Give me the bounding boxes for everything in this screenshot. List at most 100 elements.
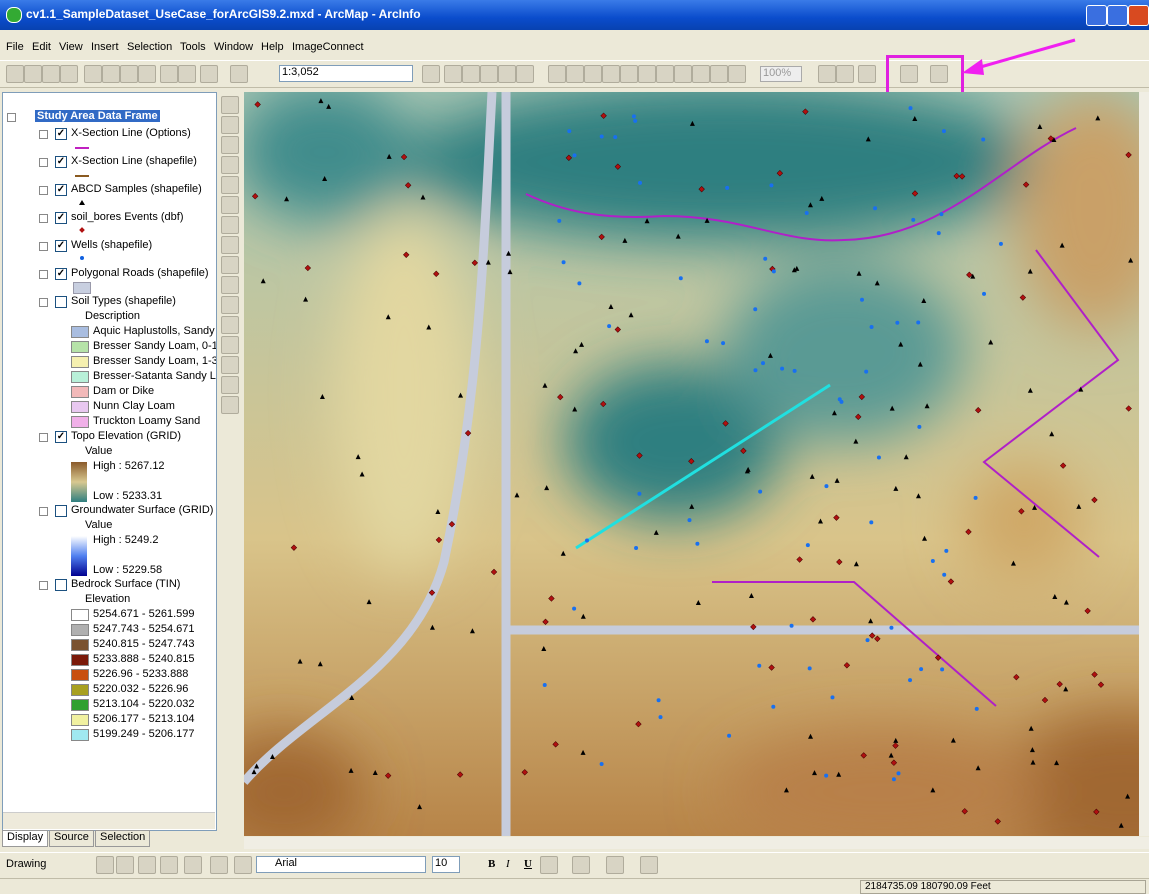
expander[interactable]: [39, 158, 48, 167]
checkbox[interactable]: ✓: [55, 240, 67, 252]
tab[interactable]: Source: [49, 830, 94, 847]
close[interactable]: [1128, 5, 1149, 26]
layer-name[interactable]: Groundwater Surface (GRID): [71, 504, 214, 516]
scale-box[interactable]: 1:3,052: [279, 65, 413, 82]
tool-button[interactable]: [221, 356, 239, 374]
layer-name[interactable]: Polygonal Roads (shapefile): [71, 267, 209, 279]
tool-button[interactable]: [221, 156, 239, 174]
drawing-menu[interactable]: Drawing: [6, 858, 47, 870]
layer-name[interactable]: ABCD Samples (shapefile): [71, 183, 202, 195]
tool-button[interactable]: [221, 336, 239, 354]
menu-item[interactable]: Help: [261, 41, 284, 53]
checkbox[interactable]: ✓: [55, 184, 67, 196]
checkbox[interactable]: [55, 579, 67, 591]
tool-button[interactable]: [584, 65, 602, 83]
checkbox[interactable]: ✓: [55, 212, 67, 224]
tool-button[interactable]: [178, 65, 196, 83]
checkbox[interactable]: [55, 505, 67, 517]
tool-button[interactable]: [818, 65, 836, 83]
layer-name[interactable]: Wells (shapefile): [71, 239, 153, 251]
tool-button[interactable]: [24, 65, 42, 83]
expander[interactable]: [39, 581, 48, 590]
menu-item[interactable]: Window: [214, 41, 254, 53]
checkbox[interactable]: ✓: [55, 268, 67, 280]
tool-button[interactable]: [674, 65, 692, 83]
checkbox[interactable]: ✓: [55, 431, 67, 443]
tool-button[interactable]: [6, 65, 24, 83]
expander[interactable]: [39, 186, 48, 195]
layer-name[interactable]: X-Section Line (Options): [71, 127, 191, 139]
tab[interactable]: Selection: [95, 830, 151, 847]
expander[interactable]: [39, 433, 48, 442]
tool-button[interactable]: [221, 376, 239, 394]
menu-item[interactable]: ImageConnect: [292, 41, 364, 53]
tool-button[interactable]: [221, 136, 239, 154]
tool-button[interactable]: [160, 65, 178, 83]
tool-button[interactable]: [42, 65, 60, 83]
tool-button[interactable]: [60, 65, 78, 83]
tool-button[interactable]: [462, 65, 480, 83]
tool-button[interactable]: [221, 296, 239, 314]
tool-button[interactable]: [444, 65, 462, 83]
style-button[interactable]: I: [506, 858, 510, 870]
expander[interactable]: [39, 130, 48, 139]
tool-button[interactable]: [221, 316, 239, 334]
tool-button[interactable]: [160, 856, 178, 874]
tool-button[interactable]: [640, 856, 658, 874]
expander[interactable]: [39, 270, 48, 279]
tool-button[interactable]: [858, 65, 876, 83]
expander[interactable]: [39, 214, 48, 223]
tool-button[interactable]: [96, 856, 114, 874]
tool-button[interactable]: [221, 256, 239, 274]
style-button[interactable]: U: [524, 858, 532, 870]
tab[interactable]: Display: [2, 830, 49, 847]
menu-item[interactable]: View: [59, 41, 83, 53]
tool-button[interactable]: [566, 65, 584, 83]
tool-button[interactable]: [620, 65, 638, 83]
font-box[interactable]: Arial: [256, 856, 426, 873]
menu-item[interactable]: Tools: [180, 41, 206, 53]
tool-button[interactable]: [572, 856, 590, 874]
menu-item[interactable]: File: [6, 41, 24, 53]
tool-button[interactable]: [692, 65, 710, 83]
menu-item[interactable]: Selection: [127, 41, 173, 53]
tool-button[interactable]: [710, 65, 728, 83]
tool-button[interactable]: [116, 856, 134, 874]
tool-button[interactable]: [930, 65, 948, 83]
tool-button[interactable]: [422, 65, 440, 83]
frame-name[interactable]: Study Area Data Frame: [35, 110, 160, 122]
tool-button[interactable]: [221, 176, 239, 194]
tool-button[interactable]: [221, 196, 239, 214]
tool-button[interactable]: [138, 856, 156, 874]
layer-name[interactable]: Topo Elevation (GRID): [71, 430, 182, 442]
tool-button[interactable]: [120, 65, 138, 83]
tool-button[interactable]: [638, 65, 656, 83]
style-button[interactable]: B: [488, 858, 496, 870]
layer-name[interactable]: X-Section Line (shapefile): [71, 155, 197, 167]
tool-button[interactable]: [540, 856, 558, 874]
tool-button[interactable]: [234, 856, 252, 874]
minimize[interactable]: [1086, 5, 1107, 26]
tool-button[interactable]: [900, 65, 918, 83]
size-box[interactable]: 10: [432, 856, 460, 873]
zoom-box[interactable]: 100%: [760, 66, 802, 82]
tool-button[interactable]: [221, 396, 239, 414]
tool-button[interactable]: [498, 65, 516, 83]
tool-button[interactable]: [184, 856, 202, 874]
tool-button[interactable]: [480, 65, 498, 83]
expander[interactable]: [39, 242, 48, 251]
tool-button[interactable]: [102, 65, 120, 83]
tool-button[interactable]: [138, 65, 156, 83]
layer-name[interactable]: Soil Types (shapefile): [71, 295, 176, 307]
menu-item[interactable]: Insert: [91, 41, 119, 53]
tool-button[interactable]: [516, 65, 534, 83]
tool-button[interactable]: [836, 65, 854, 83]
tool-button[interactable]: [656, 65, 674, 83]
checkbox[interactable]: ✓: [55, 156, 67, 168]
layer-name[interactable]: soil_bores Events (dbf): [71, 211, 184, 223]
checkbox[interactable]: ✓: [55, 128, 67, 140]
tool-button[interactable]: [200, 65, 218, 83]
expander[interactable]: [39, 507, 48, 516]
checkbox[interactable]: [55, 296, 67, 308]
tool-button[interactable]: [728, 65, 746, 83]
